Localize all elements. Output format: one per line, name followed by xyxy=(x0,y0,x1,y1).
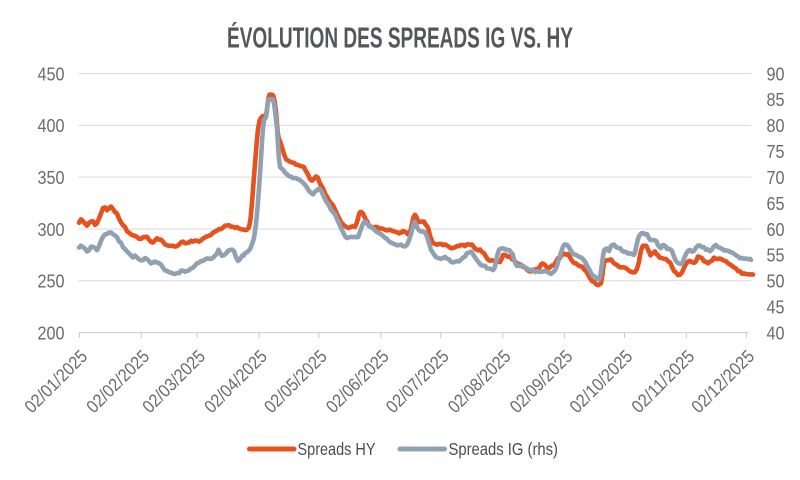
svg-text:75: 75 xyxy=(767,142,785,162)
svg-text:350: 350 xyxy=(38,168,65,188)
svg-text:200: 200 xyxy=(38,323,65,343)
svg-text:40: 40 xyxy=(767,323,785,343)
svg-text:60: 60 xyxy=(767,220,785,240)
svg-text:50: 50 xyxy=(767,272,785,292)
svg-text:90: 90 xyxy=(767,64,785,84)
svg-text:450: 450 xyxy=(38,64,65,84)
svg-text:ÉVOLUTION DES SPREADS IG VS. H: ÉVOLUTION DES SPREADS IG VS. HY xyxy=(227,23,573,55)
svg-text:65: 65 xyxy=(767,194,785,214)
svg-text:Spreads HY: Spreads HY xyxy=(298,439,376,459)
svg-text:400: 400 xyxy=(38,116,65,136)
svg-text:80: 80 xyxy=(767,116,785,136)
svg-text:250: 250 xyxy=(38,272,65,292)
svg-text:85: 85 xyxy=(767,90,785,110)
svg-text:55: 55 xyxy=(767,246,785,266)
svg-text:Spreads IG (rhs): Spreads IG (rhs) xyxy=(449,439,559,459)
svg-text:70: 70 xyxy=(767,168,785,188)
svg-text:45: 45 xyxy=(767,297,785,317)
svg-text:300: 300 xyxy=(38,220,65,240)
